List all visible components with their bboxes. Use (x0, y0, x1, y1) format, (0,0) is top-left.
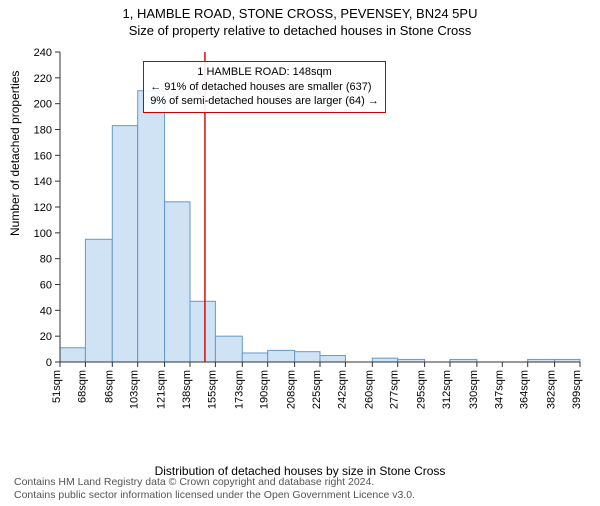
y-tick-label: 120 (34, 202, 52, 214)
histogram-bar (242, 353, 267, 362)
y-tick-label: 100 (34, 228, 52, 240)
y-tick-label: 160 (34, 150, 52, 162)
x-tick-label: 155sqm (206, 370, 218, 409)
y-tick-label: 180 (34, 125, 52, 137)
histogram-bar (85, 239, 112, 362)
histogram-bar (190, 301, 215, 362)
x-tick-label: 208sqm (286, 370, 298, 409)
x-tick-label: 364sqm (519, 370, 531, 409)
y-tick-label: 80 (40, 254, 52, 266)
histogram-bar (138, 91, 165, 362)
x-tick-label: 190sqm (259, 370, 271, 409)
title-address: 1, HAMBLE ROAD, STONE CROSS, PEVENSEY, B… (0, 6, 600, 21)
histogram-bar (372, 358, 397, 362)
y-tick-label: 140 (34, 176, 52, 188)
histogram-bar (295, 352, 320, 362)
x-tick-label: 51sqm (51, 370, 63, 403)
y-axis-label: Number of detached properties (8, 71, 22, 236)
x-tick-label: 277sqm (389, 370, 401, 409)
y-tick-label: 60 (40, 280, 52, 292)
x-tick-label: 295sqm (416, 370, 428, 409)
x-tick-label: 68sqm (76, 370, 88, 403)
x-tick-label: 138sqm (181, 370, 193, 409)
x-tick-label: 225sqm (311, 370, 323, 409)
x-tick-label: 312sqm (441, 370, 453, 409)
info-box-line: 9% of semi-detached houses are larger (6… (150, 94, 379, 109)
x-tick-label: 347sqm (493, 370, 505, 409)
histogram-bar (268, 350, 295, 362)
footer-line2: Contains public sector information licen… (14, 489, 415, 502)
info-box: 1 HAMBLE ROAD: 148sqm← 91% of detached h… (143, 61, 386, 114)
y-tick-label: 200 (34, 99, 52, 111)
info-box-line: 1 HAMBLE ROAD: 148sqm (150, 65, 379, 80)
x-tick-label: 103sqm (129, 370, 141, 409)
x-tick-label: 242sqm (336, 370, 348, 409)
histogram-bar (60, 348, 85, 362)
footer-line1: Contains HM Land Registry data © Crown c… (14, 476, 415, 489)
footer-attribution: Contains HM Land Registry data © Crown c… (14, 476, 415, 502)
x-tick-label: 330sqm (468, 370, 480, 409)
y-tick-label: 40 (40, 305, 52, 317)
info-box-line: ← 91% of detached houses are smaller (63… (150, 80, 379, 95)
x-tick-label: 399sqm (571, 370, 583, 409)
x-tick-label: 173sqm (233, 370, 245, 409)
histogram-bar (215, 336, 242, 362)
chart-area: 02040608010012014016018020022024051sqm68… (60, 52, 580, 422)
x-tick-label: 86sqm (103, 370, 115, 403)
y-tick-label: 240 (34, 47, 52, 59)
y-tick-label: 0 (46, 357, 52, 369)
histogram-bar (320, 356, 345, 362)
y-tick-label: 20 (40, 331, 52, 343)
histogram-bar (112, 126, 137, 362)
y-tick-label: 220 (34, 73, 52, 85)
x-tick-label: 121sqm (156, 370, 168, 409)
x-tick-label: 260sqm (363, 370, 375, 409)
histogram-bar (165, 202, 190, 362)
title-subtitle: Size of property relative to detached ho… (0, 23, 600, 38)
x-tick-label: 382sqm (546, 370, 558, 409)
